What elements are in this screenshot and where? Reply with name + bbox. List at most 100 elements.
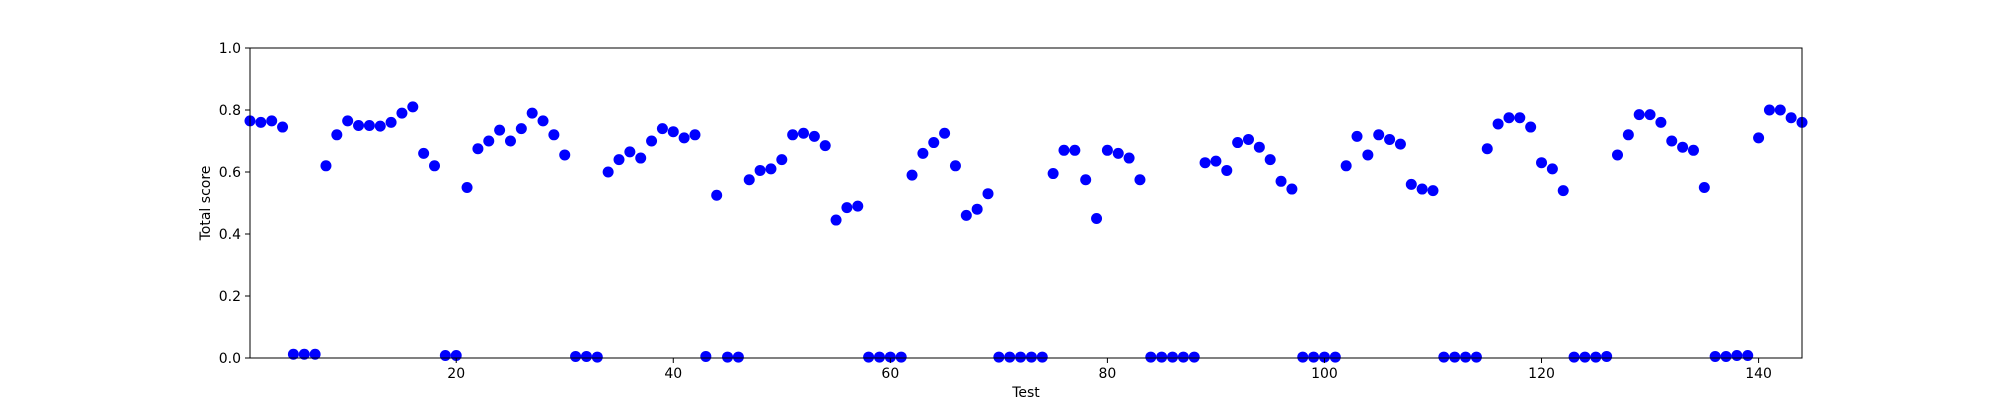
data-point (852, 200, 864, 212)
x-tick-label: 80 (1098, 366, 1116, 382)
data-point (407, 101, 419, 113)
data-point (1373, 129, 1385, 141)
data-point (1536, 157, 1548, 169)
data-point (1242, 133, 1254, 145)
data-point (1525, 121, 1537, 133)
data-point (320, 160, 332, 172)
data-point (1546, 163, 1558, 175)
data-point (1503, 112, 1515, 124)
data-point (830, 214, 842, 226)
x-tick-label: 140 (1745, 366, 1772, 382)
data-point (1156, 351, 1168, 363)
data-point (1460, 351, 1472, 363)
data-point (1514, 112, 1526, 124)
data-point (353, 120, 365, 131)
y-tick-label: 0.8 (219, 103, 241, 119)
data-point (1167, 351, 1179, 363)
data-point (1264, 154, 1276, 166)
data-point (515, 123, 527, 135)
data-point (1405, 178, 1417, 190)
data-point (884, 351, 896, 363)
data-point (1394, 138, 1406, 150)
data-point (1036, 351, 1048, 363)
data-point (526, 107, 538, 119)
data-point (1601, 350, 1613, 362)
data-point (765, 163, 777, 175)
data-point (494, 124, 506, 136)
data-point (1666, 135, 1678, 147)
data-point (722, 351, 734, 363)
data-point (1091, 213, 1103, 224)
data-point (732, 351, 744, 363)
data-point (287, 348, 299, 360)
data-point (1622, 129, 1634, 141)
y-axis-label: Total score (198, 166, 214, 242)
data-point (1763, 104, 1775, 116)
data-point (624, 146, 636, 158)
data-point (1329, 351, 1341, 363)
data-point (439, 350, 451, 362)
data-point (1101, 144, 1113, 156)
data-point (1025, 351, 1037, 363)
data-point (928, 137, 940, 149)
data-point (1568, 351, 1580, 363)
data-point (1112, 147, 1124, 159)
data-point (1253, 141, 1265, 153)
data-point (1069, 144, 1081, 156)
data-point (1774, 104, 1786, 116)
data-point (1644, 109, 1656, 121)
data-point (570, 350, 582, 362)
data-point (1557, 185, 1569, 197)
data-point (1449, 351, 1461, 363)
data-point (504, 135, 516, 147)
data-point (396, 107, 408, 119)
data-point (298, 348, 310, 360)
data-point (602, 166, 614, 178)
data-point (798, 127, 810, 139)
data-point (1232, 137, 1244, 149)
data-point (1633, 109, 1645, 121)
data-point (1221, 164, 1233, 176)
x-tick-label: 100 (1311, 366, 1338, 382)
data-point (1590, 351, 1602, 363)
data-point (613, 154, 625, 166)
data-point (1351, 130, 1363, 142)
x-tick-label: 120 (1528, 366, 1555, 382)
data-point (982, 188, 994, 200)
data-point (993, 351, 1005, 363)
y-tick-label: 0.6 (219, 165, 241, 181)
data-point (873, 351, 885, 363)
data-point (743, 174, 755, 186)
data-point (1199, 157, 1211, 169)
data-point (1612, 149, 1623, 161)
data-point (277, 121, 289, 133)
data-point (548, 129, 560, 141)
data-point (1188, 351, 1200, 363)
data-point (841, 202, 853, 214)
data-point (1318, 351, 1330, 363)
data-point (689, 129, 701, 141)
y-tick-label: 1.0 (219, 41, 241, 57)
data-point (1080, 174, 1092, 186)
data-point (255, 116, 267, 128)
data-point (309, 348, 321, 360)
data-point (1362, 149, 1374, 161)
data-point (667, 126, 679, 138)
data-point (385, 116, 397, 128)
data-point (1308, 351, 1320, 363)
data-point (1655, 116, 1667, 128)
data-point (429, 160, 440, 172)
data-point (1753, 132, 1765, 144)
data-point (1731, 350, 1743, 362)
data-point (917, 147, 929, 159)
data-point (580, 350, 592, 362)
data-point (1709, 350, 1721, 362)
data-point (906, 169, 918, 181)
data-point (960, 209, 972, 221)
data-point (939, 127, 951, 139)
x-tick-label: 60 (881, 366, 899, 382)
data-point (1275, 175, 1287, 187)
data-point (971, 203, 983, 215)
data-point (776, 154, 788, 166)
data-point (1177, 351, 1189, 363)
